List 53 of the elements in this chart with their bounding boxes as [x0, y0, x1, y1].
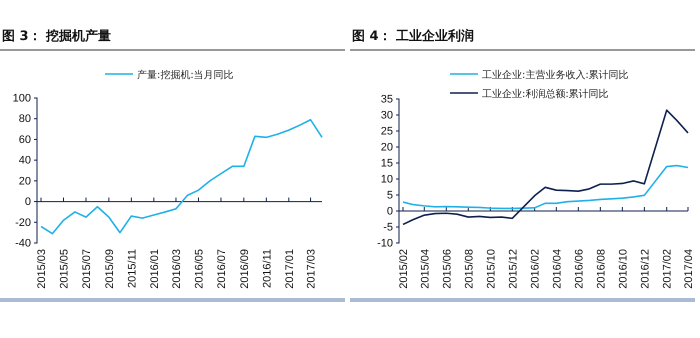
line-series: [40, 118, 323, 234]
x-tick-label: 2016/03: [170, 249, 183, 289]
x-tick-label: 2017/02: [662, 249, 674, 289]
legend-label: 工业企业:主营业务收入:累计同比: [482, 69, 629, 81]
x-tick-label: 2016/04: [551, 249, 564, 289]
x-tick-label: 2015/06: [441, 249, 454, 289]
line-series: [402, 164, 689, 210]
y-tick-label: 15: [380, 158, 393, 170]
x-tick-label: 2015/04: [419, 249, 432, 289]
x-tick-label: 2015/08: [463, 249, 476, 289]
x-tick-label: 2016/12: [639, 249, 652, 289]
y-tick-label: 35: [380, 94, 393, 106]
x-tick-label: 2016/06: [573, 249, 586, 289]
x-tick-label: 2015/10: [485, 249, 498, 289]
x-tick-label: 2016/01: [148, 249, 161, 289]
x-tick-label: 2016/11: [261, 249, 274, 288]
x-tick-label: 2017/01: [284, 249, 296, 289]
x-tick-label: 2016/09: [238, 249, 251, 289]
y-tick-label: -10: [377, 238, 393, 250]
legend-label: 产量:挖掘机:当月同比: [137, 69, 234, 81]
x-tick-label: 2015/03: [36, 249, 48, 289]
chart-title: 图 3： 挖掘机产量: [2, 28, 112, 44]
y-tick-label: -20: [15, 216, 31, 229]
y-tick-label: 0: [24, 196, 31, 208]
y-tick-label: 0: [386, 206, 393, 218]
x-tick-label: 2015/07: [80, 249, 93, 289]
y-tick-label: 20: [18, 175, 31, 188]
y-tick-label: 10: [380, 174, 393, 186]
x-tick-label: 2016/08: [595, 249, 608, 289]
y-tick-label: 25: [380, 126, 393, 138]
x-tick-label: 2015/09: [104, 249, 116, 289]
y-tick-label: 30: [380, 110, 393, 122]
y-tick-label: 40: [18, 154, 31, 167]
x-tick-label: 2016/05: [193, 249, 206, 289]
y-tick-label: 20: [380, 142, 393, 154]
y-tick-label: -5: [383, 222, 393, 234]
x-tick-label: 2015/11: [126, 249, 138, 288]
line-series: [402, 109, 689, 226]
x-tick-label: 2016/10: [617, 249, 630, 289]
x-tick-label: 2015/02: [398, 249, 410, 289]
x-tick-label: 2016/07: [216, 249, 228, 289]
x-tick-label: 2016/02: [530, 249, 542, 289]
x-tick-label: 2017/03: [306, 249, 318, 289]
y-tick-label: 100: [12, 92, 31, 105]
x-tick-label: 2017/04: [683, 249, 695, 289]
y-tick-label: 80: [18, 113, 31, 126]
x-tick-label: 2015/05: [58, 249, 70, 289]
y-tick-label: 5: [386, 190, 393, 202]
y-tick-label: 60: [18, 134, 31, 146]
chart-title: 图 4： 工业企业利润: [352, 28, 474, 44]
y-tick-label: -40: [15, 238, 31, 250]
x-tick-label: 2015/12: [507, 249, 520, 289]
legend-label: 工业企业:利润总额:累计同比: [482, 88, 609, 100]
